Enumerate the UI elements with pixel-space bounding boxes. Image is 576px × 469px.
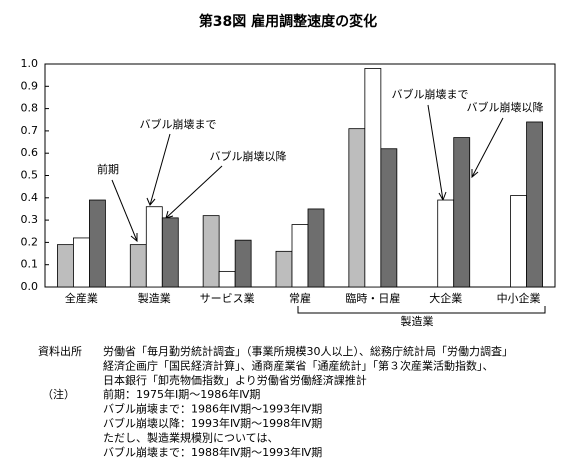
bar <box>161 217 179 288</box>
x-tick-label: 製造業 <box>138 291 171 305</box>
source-label: 資料出所 <box>38 344 82 358</box>
bar <box>234 239 252 288</box>
annotation: バブル崩壊まで <box>392 87 469 101</box>
y-tick-label: 0.9 <box>21 79 39 92</box>
y-tick-label: 0.4 <box>21 191 39 204</box>
bar <box>202 215 220 288</box>
chart-title: 第38図 雇用調整速度の変化 <box>199 13 377 30</box>
y-tick-label: 0.5 <box>21 169 39 182</box>
annotation: バブル崩壊まで <box>140 117 217 131</box>
annotation-arrows <box>111 104 504 243</box>
bar <box>57 244 74 288</box>
bar <box>364 68 382 288</box>
y-tick-label: 0.2 <box>21 235 39 248</box>
y-tick-label: 0.1 <box>21 258 39 271</box>
x-tick-label: 中小企業 <box>497 291 541 305</box>
bar <box>307 208 325 288</box>
source-line: 日本銀行「卸売物価指数」より労働省労働経済課推計 <box>103 373 367 387</box>
bar <box>275 250 293 288</box>
bar <box>218 270 236 288</box>
annotation: 前期 <box>97 162 119 176</box>
note-line: バブル崩壊以降：1993年Ⅳ期〜1998年Ⅳ期 <box>103 416 322 430</box>
x-tick-label: サービス業 <box>200 292 255 305</box>
bar <box>73 237 90 288</box>
note-line: バブル崩壊まで：1986年Ⅳ期〜1993年Ⅳ期 <box>103 402 322 416</box>
annotation: バブル崩壊以降 <box>467 100 544 114</box>
x-tick-label: 大企業 <box>429 291 462 305</box>
bar <box>510 195 527 288</box>
bar <box>380 148 398 288</box>
note-line: 前期：1975年Ⅰ期〜1986年Ⅳ期 <box>103 387 260 401</box>
y-tick-label: 1.0 <box>21 57 39 70</box>
note-label: （注） <box>42 387 75 401</box>
x-tick-label: 臨時・日雇 <box>345 291 400 305</box>
y-tick-label: 0.8 <box>21 102 39 115</box>
group-bracket <box>297 306 546 314</box>
bar <box>145 206 163 288</box>
source-line: 経済企画庁「国民経済計算」、通商産業省「通産統計」「第３次産業活動指数」、 <box>103 359 494 373</box>
group-label: 製造業 <box>401 314 434 328</box>
bar <box>129 244 147 288</box>
bar <box>437 199 455 288</box>
x-tick-label: 常雇 <box>289 291 311 305</box>
bar <box>89 199 106 288</box>
bar <box>526 121 543 288</box>
y-tick-label: 0.6 <box>21 146 39 159</box>
y-tick-label: 0.0 <box>21 280 39 293</box>
bar <box>291 224 309 288</box>
group-label-bg <box>392 315 442 329</box>
x-tick-label: 全産業 <box>65 291 98 305</box>
annotation: バブル崩壊以降 <box>210 149 287 163</box>
bar <box>453 137 471 288</box>
y-tick-label: 0.7 <box>21 124 39 137</box>
y-tick-label: 0.3 <box>21 213 39 226</box>
note-line: バブル崩壊まで：1988年Ⅳ期〜1993年Ⅳ期 <box>103 445 322 459</box>
note-line: ただし、製造業規模別については、 <box>103 431 278 445</box>
source-line: 労働省「毎月勤労統計調査」（事業所規模30人以上）、総務庁統計局「労働力調査」 <box>103 344 513 358</box>
bar <box>348 128 366 288</box>
